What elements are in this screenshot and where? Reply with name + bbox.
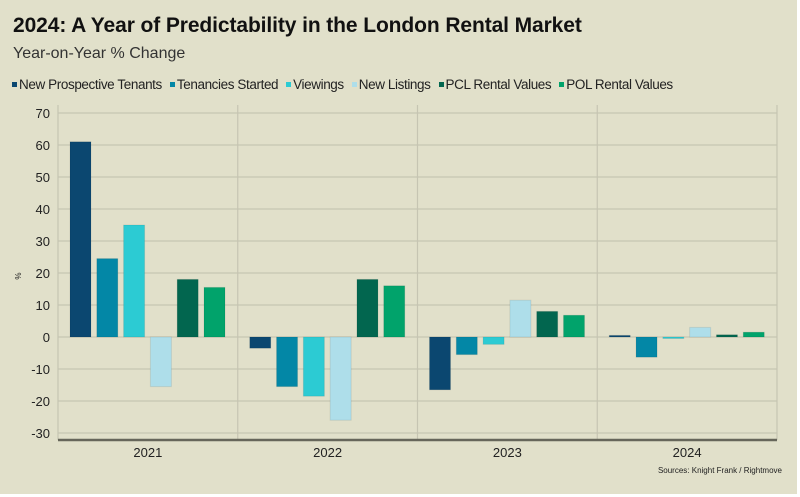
y-tick-label: -30 xyxy=(31,426,50,441)
y-tick-label: 60 xyxy=(36,138,50,153)
legend-swatch xyxy=(286,82,292,87)
legend-swatch xyxy=(351,82,357,87)
source-note: Sources: Knight Frank / Rightmove xyxy=(657,466,782,475)
legend-swatch xyxy=(169,82,175,87)
bar-pcl-rental-values xyxy=(536,310,559,338)
bar-pcl-rental-values xyxy=(356,278,379,338)
bar-tenancies-started xyxy=(635,336,658,358)
bar-new-prospective-tenants xyxy=(249,336,272,349)
y-tick-label: 40 xyxy=(36,202,50,217)
bar-pol-rental-values xyxy=(563,314,585,338)
chart-title: 2024: A Year of Predictability in the Lo… xyxy=(13,14,582,37)
bar-new-listings xyxy=(689,326,712,338)
y-tick-label: 20 xyxy=(36,266,50,281)
bar-viewings xyxy=(482,336,505,345)
legend: New Prospective Tenants Tenancies Started… xyxy=(12,77,681,92)
bar-new-listings xyxy=(329,336,352,421)
legend-item: Viewings xyxy=(286,77,344,92)
y-tick-label: -10 xyxy=(31,362,50,377)
x-tick-label: 2024 xyxy=(673,445,702,460)
bar-pcl-rental-values xyxy=(715,334,738,338)
bar-viewings xyxy=(123,224,146,338)
bar-viewings xyxy=(302,336,325,397)
bar-pol-rental-values xyxy=(383,285,406,338)
legend-label: Tenancies Started xyxy=(176,77,279,92)
legend-swatch xyxy=(12,82,17,87)
bar-viewings xyxy=(662,336,685,339)
bar-pol-rental-values xyxy=(203,286,226,338)
legend-label: POL Rental Values xyxy=(566,77,673,92)
y-axis-label: % xyxy=(14,272,23,279)
bar-new-listings xyxy=(509,299,532,338)
bar-new-prospective-tenants xyxy=(429,336,451,391)
bar-new-listings xyxy=(149,336,172,388)
y-tick-label: -20 xyxy=(31,394,50,409)
legend-label: Viewings xyxy=(293,77,344,92)
x-tick-label: 2021 xyxy=(133,445,162,460)
legend-item: New Listings xyxy=(351,77,431,92)
legend-label: PCL Rental Values xyxy=(445,77,552,92)
bar-tenancies-started xyxy=(276,336,299,388)
y-tick-label: 0 xyxy=(43,330,50,345)
legend-item: PCL Rental Values xyxy=(438,77,552,92)
bar-new-prospective-tenants xyxy=(69,141,92,338)
legend-item: New Prospective Tenants xyxy=(12,77,162,92)
bar-tenancies-started xyxy=(455,336,478,356)
y-tick-label: 50 xyxy=(36,170,50,185)
y-tick-label: 30 xyxy=(36,234,50,249)
bar-pcl-rental-values xyxy=(176,278,199,338)
chart-subtitle: Year-on-Year % Change xyxy=(13,45,186,62)
y-tick-label: 10 xyxy=(36,298,50,313)
y-tick-label: 70 xyxy=(36,106,50,121)
x-tick-label: 2022 xyxy=(313,445,342,460)
legend-item: POL Rental Values xyxy=(559,77,673,92)
legend-label: New Prospective Tenants xyxy=(19,77,162,92)
x-tick-label: 2023 xyxy=(493,445,522,460)
legend-swatch xyxy=(438,82,444,87)
legend-item: Tenancies Started xyxy=(169,77,279,92)
legend-swatch xyxy=(559,82,565,87)
bar-tenancies-started xyxy=(96,258,119,338)
legend-label: New Listings xyxy=(358,77,431,92)
bar-new-prospective-tenants xyxy=(608,334,631,338)
bar-pol-rental-values xyxy=(742,331,765,338)
